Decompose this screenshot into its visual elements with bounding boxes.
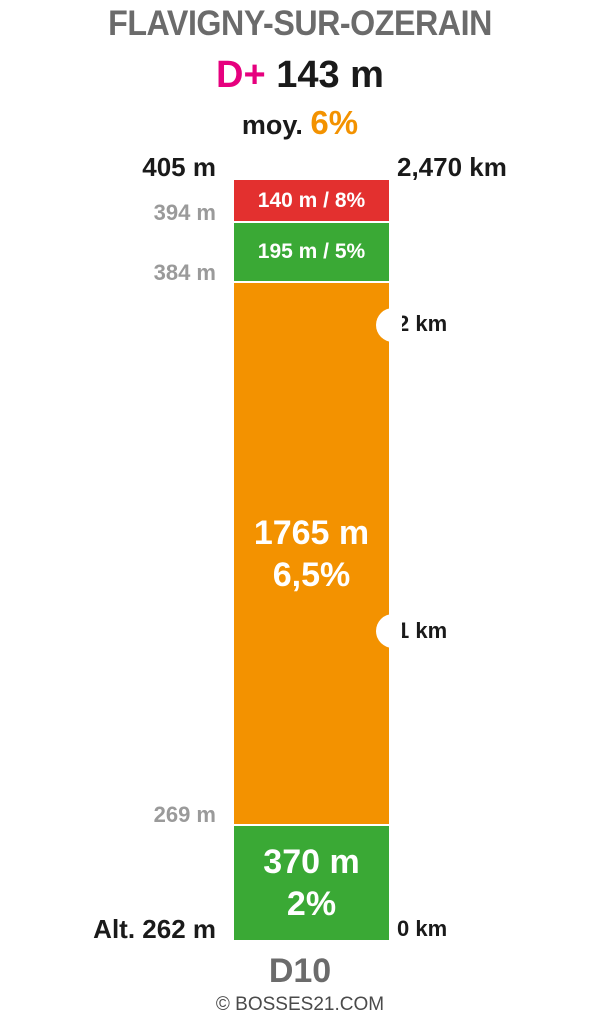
climb-profile-column: 140 m / 8% 195 m / 5% 1765 m 6,5% 370 m …	[234, 180, 402, 940]
segment-4-length: 370 m	[263, 843, 360, 881]
segment-3-length: 1765 m	[253, 513, 370, 552]
road-name: D10	[268, 952, 332, 990]
credit-text: © BOSSES21.COM	[215, 994, 385, 1015]
km-marker-1	[376, 614, 402, 648]
climb-title: FLAVIGNY-SUR-OZERAIN	[108, 4, 492, 43]
segment-1-label: 140 m / 8%	[257, 188, 366, 212]
average-grade-label: moy.	[241, 110, 303, 140]
elevation-gain-label: D+	[216, 54, 266, 96]
elevation-gain: D+ 143 m	[0, 54, 600, 97]
elevation-gain-value: 143 m	[276, 54, 384, 96]
altitude-269: 269 m	[153, 802, 216, 827]
segment-2-label: 195 m / 5%	[257, 240, 366, 263]
distance-0km: 0 km	[397, 916, 448, 941]
km-marker-2	[376, 308, 402, 342]
altitude-top: 405 m	[142, 152, 216, 182]
altitude-384: 384 m	[153, 260, 216, 285]
segment-1: 140 m / 8%	[234, 180, 389, 221]
average-grade: moy. 6%	[0, 104, 600, 142]
altitude-start: Alt. 262 m	[93, 914, 216, 944]
distance-1km: 1 km	[397, 618, 448, 643]
segment-3-grade: 6,5%	[272, 555, 351, 594]
segment-4: 370 m 2%	[234, 826, 389, 940]
segment-4-grade: 2%	[286, 885, 337, 923]
altitude-394: 394 m	[153, 200, 216, 225]
distance-total: 2,470 km	[397, 152, 507, 182]
average-grade-value: 6%	[310, 104, 359, 141]
segment-2: 195 m / 5%	[234, 223, 389, 281]
distance-2km: 2 km	[397, 311, 448, 336]
segment-3: 1765 m 6,5%	[234, 283, 389, 824]
